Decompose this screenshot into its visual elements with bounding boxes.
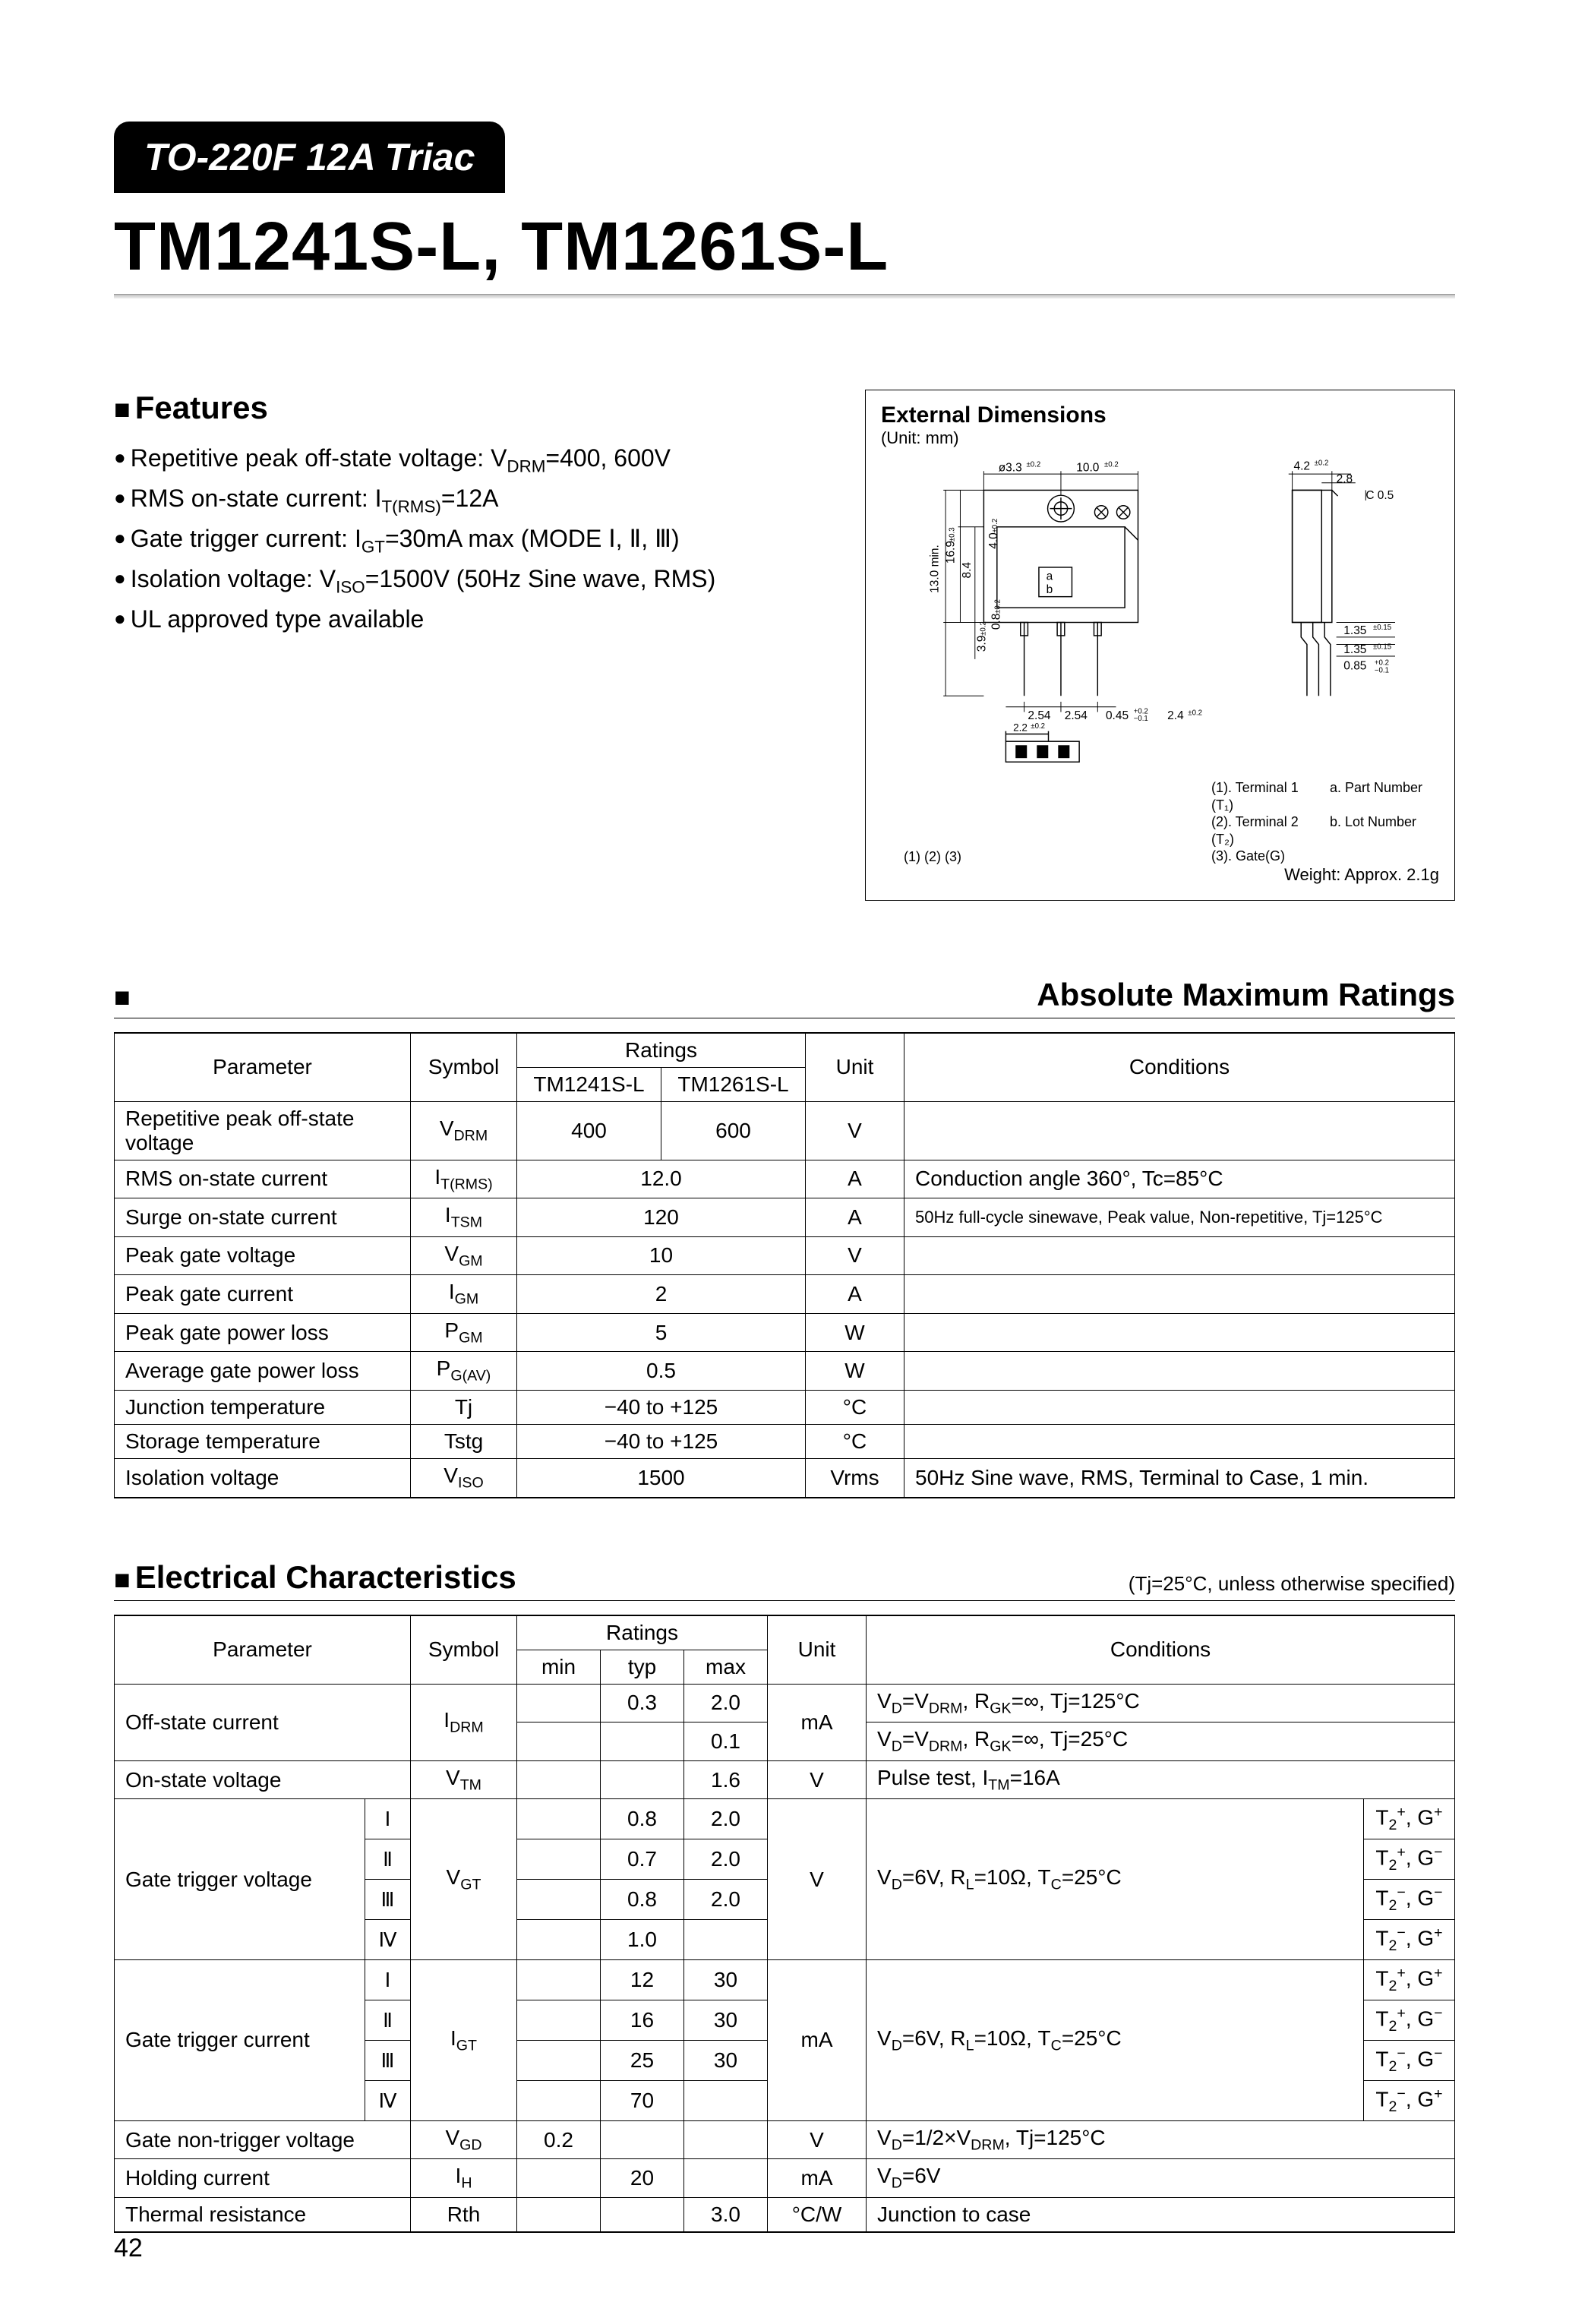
table-row: Peak gate voltageVGM10V — [115, 1236, 1455, 1275]
svg-text:C 0.5: C 0.5 — [1365, 489, 1394, 502]
table-row: Gate trigger currentⅠIGT1230mAVD=6V, RL=… — [115, 1960, 1455, 2000]
ext-dim-unit: (Unit: mm) — [881, 428, 1439, 448]
svg-text:4.0: 4.0 — [987, 532, 1000, 549]
svg-text:0.8: 0.8 — [990, 614, 1003, 630]
table-row: Peak gate currentIGM2A — [115, 1275, 1455, 1314]
svg-text:±0.2: ±0.2 — [994, 599, 1002, 614]
features-list: Repetitive peak off-state voltage: VDRM=… — [114, 440, 838, 639]
svg-text:0.85: 0.85 — [1343, 659, 1366, 672]
feature-item: Isolation voltage: VISO=1500V (50Hz Sine… — [114, 560, 838, 601]
abs-max-ratings-table: Parameter Symbol Ratings Unit Conditions… — [114, 1032, 1455, 1498]
svg-text:±0.2: ±0.2 — [1031, 722, 1045, 731]
svg-text:−0.1: −0.1 — [1134, 715, 1148, 723]
external-dimensions-box: External Dimensions (Unit: mm) — [865, 390, 1455, 901]
svg-text:3.9: 3.9 — [975, 636, 988, 652]
svg-text:±0.2: ±0.2 — [1104, 460, 1119, 469]
svg-text:±0.15: ±0.15 — [1373, 624, 1391, 632]
table-row: On-state voltageVTM1.6VPulse test, ITM=1… — [115, 1760, 1455, 1799]
svg-text:±0.2: ±0.2 — [991, 519, 999, 533]
table-row: RMS on-state currentIT(RMS)12.0AConducti… — [115, 1160, 1455, 1198]
svg-text:±0.2: ±0.2 — [979, 621, 987, 636]
svg-text:±0.2: ±0.2 — [1315, 459, 1329, 468]
svg-text:−0.1: −0.1 — [1375, 666, 1389, 674]
abs-heading: Absolute Maximum Ratings — [114, 977, 1455, 1018]
svg-text:b: b — [1047, 583, 1053, 596]
electrical-char-block: Electrical Characteristics (Tj=25°C, unl… — [114, 1559, 1455, 2233]
svg-text:2.2: 2.2 — [1013, 722, 1028, 734]
svg-text:4.2: 4.2 — [1294, 459, 1311, 472]
features-block: Features Repetitive peak off-state volta… — [114, 390, 838, 639]
page-number: 42 — [114, 2234, 143, 2263]
svg-text:ø3.3: ø3.3 — [999, 461, 1022, 474]
ext-legend: (1). Terminal 1 (T₁)a. Part Number (2). … — [1211, 779, 1439, 865]
table-row: Gate trigger voltageⅠVGT0.82.0VVD=6V, RL… — [115, 1799, 1455, 1839]
svg-text:10.0: 10.0 — [1076, 461, 1099, 474]
elec-heading: Electrical Characteristics (Tj=25°C, unl… — [114, 1559, 1455, 1601]
svg-text:2.54: 2.54 — [1028, 709, 1051, 722]
features-heading: Features — [114, 390, 838, 426]
table-row: Off-state currentIDRM0.32.0mAVD=VDRM, RG… — [115, 1684, 1455, 1722]
ext-pins-label: (1) (2) (3) — [904, 849, 961, 865]
svg-text:±0.3: ±0.3 — [949, 527, 957, 542]
abs-max-ratings-block: Absolute Maximum Ratings Parameter Symbo… — [114, 977, 1455, 1498]
svg-text:0.45: 0.45 — [1106, 709, 1129, 722]
svg-text:2.4: 2.4 — [1167, 709, 1184, 722]
svg-text:±0.2: ±0.2 — [1026, 460, 1040, 469]
electrical-char-table: Parameter Symbol Ratings Unit Conditions… — [114, 1615, 1455, 2233]
elec-note: (Tj=25°C, unless otherwise specified) — [1129, 1572, 1455, 1596]
feature-item: RMS on-state current: IT(RMS)=12A — [114, 480, 838, 520]
ext-weight: Weight: Approx. 2.1g — [881, 865, 1439, 885]
svg-text:1.35: 1.35 — [1343, 624, 1366, 637]
package-drawing: 13.0 min. 16.9±0.3 8.4 3.9±0.2 0.8±0.2 4… — [881, 448, 1439, 775]
svg-text:8.4: 8.4 — [961, 562, 974, 579]
svg-text:±0.15: ±0.15 — [1373, 643, 1391, 651]
svg-text:1.35: 1.35 — [1343, 643, 1366, 656]
feature-item: Gate trigger current: IGT=30mA max (MODE… — [114, 520, 838, 560]
table-row: Junction temperatureTj−40 to +125°C — [115, 1391, 1455, 1425]
table-row: Gate non-trigger voltageVGD0.2VVD=1/2×VD… — [115, 2120, 1455, 2159]
table-row: Average gate power lossPG(AV)0.5W — [115, 1352, 1455, 1391]
main-title: TM1241S-L, TM1261S-L — [114, 208, 1455, 286]
svg-text:2.8: 2.8 — [1337, 473, 1353, 486]
table-row: Repetitive peak off-state voltageVDRM400… — [115, 1101, 1455, 1160]
feature-item: UL approved type available — [114, 601, 838, 639]
table-row: Peak gate power lossPGM5W — [115, 1313, 1455, 1352]
ext-dim-title: External Dimensions — [881, 403, 1107, 428]
svg-text:16.9: 16.9 — [945, 541, 958, 564]
table-row: Surge on-state currentITSM120A50Hz full-… — [115, 1198, 1455, 1237]
table-row: Isolation voltageVISO1500Vrms50Hz Sine w… — [115, 1459, 1455, 1498]
table-row: Storage temperatureTstg−40 to +125°C — [115, 1425, 1455, 1459]
svg-text:a: a — [1047, 570, 1053, 583]
feature-item: Repetitive peak off-state voltage: VDRM=… — [114, 440, 838, 480]
svg-text:±0.2: ±0.2 — [1188, 709, 1202, 717]
svg-text:2.54: 2.54 — [1065, 709, 1088, 722]
table-row: Holding currentIH20mAVD=6V — [115, 2159, 1455, 2198]
svg-text:13.0 min.: 13.0 min. — [928, 545, 941, 593]
page: TO-220F 12A Triac TM1241S-L, TM1261S-L F… — [0, 0, 1569, 2324]
title-underline — [114, 294, 1455, 298]
product-badge: TO-220F 12A Triac — [114, 122, 505, 193]
table-row: Thermal resistanceRth3.0°C/WJunction to … — [115, 2198, 1455, 2233]
